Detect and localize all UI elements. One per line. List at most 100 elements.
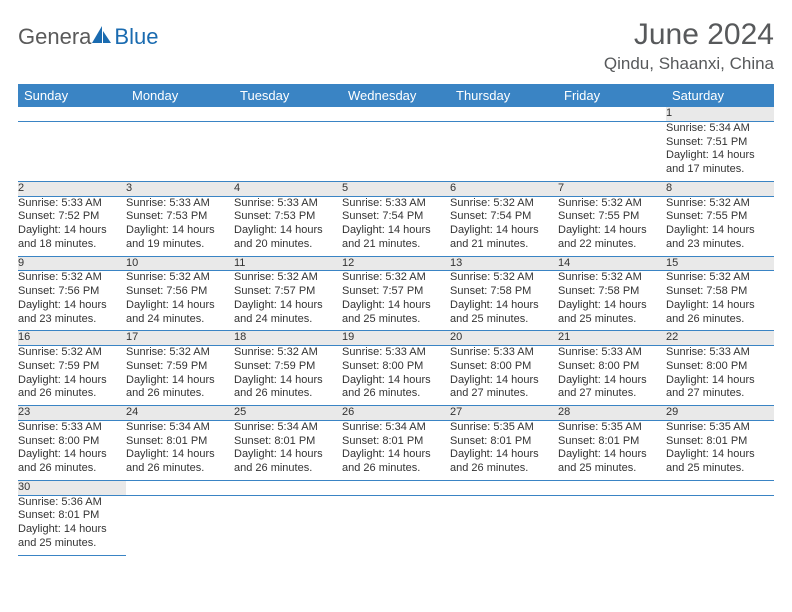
day-number-cell: 30 <box>18 480 126 495</box>
day-content-cell <box>342 495 450 555</box>
day-content-cell: Sunrise: 5:34 AMSunset: 7:51 PMDaylight:… <box>666 121 774 181</box>
weekday-header: Thursday <box>450 84 558 107</box>
day-content-cell: Sunrise: 5:33 AMSunset: 8:00 PMDaylight:… <box>558 346 666 406</box>
daylight-line: Daylight: 14 hours and 25 minutes. <box>342 299 450 327</box>
sunrise-line: Sunrise: 5:35 AM <box>666 421 774 435</box>
day-number-cell: 13 <box>450 256 558 271</box>
day-number-cell: 6 <box>450 181 558 196</box>
sunset-line: Sunset: 7:59 PM <box>126 360 234 374</box>
day-number-cell: 12 <box>342 256 450 271</box>
header: Genera Blue June 2024 Qindu, Shaanxi, Ch… <box>18 18 774 74</box>
day-number-cell: 4 <box>234 181 342 196</box>
day-number-cell <box>342 107 450 121</box>
day-content-cell <box>126 495 234 555</box>
sunrise-line: Sunrise: 5:32 AM <box>666 271 774 285</box>
day-number-cell: 5 <box>342 181 450 196</box>
day-content-cell: Sunrise: 5:32 AMSunset: 7:59 PMDaylight:… <box>18 346 126 406</box>
weekday-header: Tuesday <box>234 84 342 107</box>
day-content-cell: Sunrise: 5:33 AMSunset: 7:53 PMDaylight:… <box>126 196 234 256</box>
sunset-line: Sunset: 7:53 PM <box>126 210 234 224</box>
logo: Genera Blue <box>18 18 158 50</box>
day-content-cell: Sunrise: 5:33 AMSunset: 7:52 PMDaylight:… <box>18 196 126 256</box>
sunset-line: Sunset: 7:56 PM <box>126 285 234 299</box>
day-content-cell: Sunrise: 5:34 AMSunset: 8:01 PMDaylight:… <box>126 420 234 480</box>
day-number-cell: 18 <box>234 331 342 346</box>
daylight-line: Daylight: 14 hours and 18 minutes. <box>18 224 126 252</box>
sunset-line: Sunset: 7:57 PM <box>234 285 342 299</box>
month-title: June 2024 <box>604 18 774 52</box>
sunrise-line: Sunrise: 5:32 AM <box>450 271 558 285</box>
sunrise-line: Sunrise: 5:32 AM <box>234 271 342 285</box>
day-number-cell: 8 <box>666 181 774 196</box>
daylight-line: Daylight: 14 hours and 26 minutes. <box>342 448 450 476</box>
day-number-cell: 21 <box>558 331 666 346</box>
sunrise-line: Sunrise: 5:32 AM <box>126 271 234 285</box>
day-number-cell <box>126 480 234 495</box>
day-content-cell: Sunrise: 5:32 AMSunset: 7:59 PMDaylight:… <box>234 346 342 406</box>
logo-text-general: Genera <box>18 24 91 50</box>
daylight-line: Daylight: 14 hours and 26 minutes. <box>18 448 126 476</box>
sunset-line: Sunset: 8:01 PM <box>666 435 774 449</box>
day-number-cell <box>18 107 126 121</box>
weekday-header: Monday <box>126 84 234 107</box>
sunset-line: Sunset: 8:01 PM <box>234 435 342 449</box>
day-number-cell: 16 <box>18 331 126 346</box>
day-number-cell: 2 <box>18 181 126 196</box>
weekday-header: Saturday <box>666 84 774 107</box>
calendar-table: SundayMondayTuesdayWednesdayThursdayFrid… <box>18 84 774 556</box>
day-content-cell <box>666 495 774 555</box>
daylight-line: Daylight: 14 hours and 21 minutes. <box>450 224 558 252</box>
day-number-cell: 22 <box>666 331 774 346</box>
day-number-cell: 9 <box>18 256 126 271</box>
daylight-line: Daylight: 14 hours and 26 minutes. <box>342 374 450 402</box>
day-content-cell <box>450 495 558 555</box>
day-content-cell <box>126 121 234 181</box>
sunset-line: Sunset: 7:55 PM <box>558 210 666 224</box>
sunset-line: Sunset: 8:01 PM <box>450 435 558 449</box>
sunrise-line: Sunrise: 5:33 AM <box>18 421 126 435</box>
day-number-cell: 20 <box>450 331 558 346</box>
sunrise-line: Sunrise: 5:33 AM <box>450 346 558 360</box>
sunrise-line: Sunrise: 5:36 AM <box>18 496 126 510</box>
day-content-cell <box>234 495 342 555</box>
daylight-line: Daylight: 14 hours and 23 minutes. <box>666 224 774 252</box>
day-content-cell: Sunrise: 5:32 AMSunset: 7:59 PMDaylight:… <box>126 346 234 406</box>
sunset-line: Sunset: 8:00 PM <box>666 360 774 374</box>
sunrise-line: Sunrise: 5:33 AM <box>558 346 666 360</box>
sunset-line: Sunset: 8:00 PM <box>342 360 450 374</box>
day-content-cell: Sunrise: 5:32 AMSunset: 7:55 PMDaylight:… <box>666 196 774 256</box>
day-number-cell: 7 <box>558 181 666 196</box>
daylight-line: Daylight: 14 hours and 25 minutes. <box>558 448 666 476</box>
weekday-header: Sunday <box>18 84 126 107</box>
daylight-line: Daylight: 14 hours and 27 minutes. <box>558 374 666 402</box>
day-number-cell: 29 <box>666 406 774 421</box>
day-content-cell: Sunrise: 5:32 AMSunset: 7:58 PMDaylight:… <box>558 271 666 331</box>
day-number-cell: 23 <box>18 406 126 421</box>
day-number-cell: 27 <box>450 406 558 421</box>
sunset-line: Sunset: 7:58 PM <box>666 285 774 299</box>
sunrise-line: Sunrise: 5:35 AM <box>450 421 558 435</box>
day-number-cell: 1 <box>666 107 774 121</box>
sunrise-line: Sunrise: 5:34 AM <box>666 122 774 136</box>
day-content-cell <box>234 121 342 181</box>
day-number-cell: 26 <box>342 406 450 421</box>
sunset-line: Sunset: 7:57 PM <box>342 285 450 299</box>
calendar-header-row: SundayMondayTuesdayWednesdayThursdayFrid… <box>18 84 774 107</box>
day-number-cell: 25 <box>234 406 342 421</box>
daylight-line: Daylight: 14 hours and 25 minutes. <box>450 299 558 327</box>
daylight-line: Daylight: 14 hours and 24 minutes. <box>126 299 234 327</box>
day-content-cell: Sunrise: 5:35 AMSunset: 8:01 PMDaylight:… <box>666 420 774 480</box>
sunrise-line: Sunrise: 5:32 AM <box>126 346 234 360</box>
sunset-line: Sunset: 7:51 PM <box>666 136 774 150</box>
daylight-line: Daylight: 14 hours and 21 minutes. <box>342 224 450 252</box>
day-number-cell: 11 <box>234 256 342 271</box>
daylight-line: Daylight: 14 hours and 26 minutes. <box>18 374 126 402</box>
sunset-line: Sunset: 7:56 PM <box>18 285 126 299</box>
day-content-cell: Sunrise: 5:35 AMSunset: 8:01 PMDaylight:… <box>558 420 666 480</box>
day-number-cell: 17 <box>126 331 234 346</box>
daylight-line: Daylight: 14 hours and 22 minutes. <box>558 224 666 252</box>
sunrise-line: Sunrise: 5:32 AM <box>558 197 666 211</box>
daylight-line: Daylight: 14 hours and 20 minutes. <box>234 224 342 252</box>
day-number-cell <box>450 480 558 495</box>
sunrise-line: Sunrise: 5:33 AM <box>666 346 774 360</box>
